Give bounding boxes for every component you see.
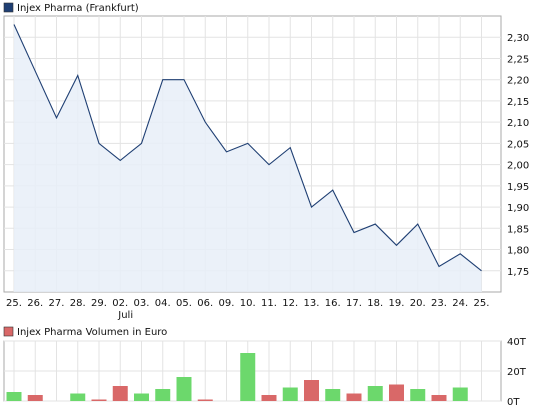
price-point-8 <box>183 78 185 80</box>
price-point-7 <box>162 78 164 80</box>
x-tick-label-12: 11. <box>261 298 277 309</box>
x-tick-label-10: 09. <box>219 298 235 309</box>
volume-bar-14 <box>304 380 319 401</box>
x-tick-label-4: 29. <box>91 298 107 309</box>
x-tick-label-9: 06. <box>197 298 213 309</box>
x-tick-label-7: 04. <box>155 298 171 309</box>
volume-bar-0 <box>6 392 22 401</box>
volume-bar-11 <box>240 353 256 401</box>
x-tick-label-21: 24. <box>452 298 468 309</box>
volume-legend-label: Injex Pharma Volumen in Euro <box>17 327 167 338</box>
price-y-tick-label-2: 2,20 <box>507 76 529 87</box>
volume-bar-6 <box>134 393 149 401</box>
x-tick-label-22: 25. <box>474 298 490 309</box>
price-y-tick-label-0: 2,30 <box>507 33 529 44</box>
price-y-ticks: 2,30 2,25 2,20 2,15 2,10 2,05 2,00 1,95 1,90 1,85… <box>507 33 529 278</box>
volume-bar-3 <box>70 393 86 401</box>
volume-bar-4 <box>91 399 107 401</box>
price-point-9 <box>204 121 206 123</box>
x-tick-label-19: 20. <box>410 298 426 309</box>
price-point-18 <box>395 244 397 246</box>
x-tick-label-8: 05. <box>176 298 192 309</box>
x-tick-label-0: 25. <box>6 298 22 309</box>
volume-y-tick-label-0: 40T <box>507 337 527 348</box>
x-tick-sublabel-5: Juli <box>117 310 133 321</box>
price-point-2 <box>55 117 57 119</box>
price-point-19 <box>417 223 419 225</box>
price-point-22 <box>480 270 482 272</box>
price-point-1 <box>34 70 36 72</box>
volume-legend-swatch <box>3 326 14 337</box>
volume-bar-5 <box>112 386 128 401</box>
volume-bar-20 <box>431 395 447 401</box>
price-legend-swatch <box>3 2 14 13</box>
volume-bar-1 <box>27 395 43 401</box>
volume-bar-18 <box>389 384 404 401</box>
price-point-0 <box>13 23 15 25</box>
volume-bar-7 <box>155 389 171 401</box>
volume-bar-21 <box>452 387 468 401</box>
price-area-fill <box>14 24 482 293</box>
price-point-6 <box>140 142 142 144</box>
volume-bar-8 <box>176 377 192 401</box>
price-point-20 <box>438 265 440 267</box>
volume-y-tick-label-2: 0T <box>507 397 520 408</box>
volume-bar-13 <box>282 387 298 401</box>
price-y-tick-label-9: 1,85 <box>507 224 529 235</box>
volume-bar-17 <box>367 386 383 401</box>
volume-bar-12 <box>261 395 277 401</box>
price-point-12 <box>268 163 270 165</box>
volume-bar-19 <box>410 389 426 401</box>
volume-bar-15 <box>325 389 341 401</box>
price-point-21 <box>459 253 461 255</box>
x-tick-label-11: 10. <box>240 298 256 309</box>
price-y-tick-label-6: 2,00 <box>507 161 529 172</box>
volume-bar-9 <box>197 399 213 401</box>
x-tick-label-14: 13. <box>304 298 320 309</box>
price-point-11 <box>247 142 249 144</box>
x-tick-label-3: 28. <box>70 298 86 309</box>
x-tick-label-2: 27. <box>49 298 65 309</box>
price-point-5 <box>119 159 121 161</box>
volume-bars <box>6 353 468 401</box>
price-legend-label: Injex Pharma (Frankfurt) <box>17 3 139 14</box>
price-y-tick-label-10: 1,80 <box>507 246 529 257</box>
price-y-tick-label-11: 1,75 <box>507 267 529 278</box>
price-point-14 <box>310 206 312 208</box>
price-point-3 <box>77 74 79 76</box>
price-y-tick-label-1: 2,25 <box>507 54 529 65</box>
price-point-4 <box>98 142 100 144</box>
price-point-10 <box>225 151 227 153</box>
price-y-tick-label-3: 2,15 <box>507 97 529 108</box>
price-y-tick-label-5: 2,05 <box>507 139 529 150</box>
x-tick-label-6: 03. <box>134 298 150 309</box>
x-tick-label-15: 16. <box>325 298 341 309</box>
x-tick-label-5: 02. <box>112 298 128 309</box>
price-y-tick-label-8: 1,90 <box>507 203 529 214</box>
price-point-15 <box>332 189 334 191</box>
price-y-tick-label-4: 2,10 <box>507 118 529 129</box>
price-y-tick-label-7: 1,95 <box>507 182 529 193</box>
price-point-16 <box>353 231 355 233</box>
x-tick-label-20: 23. <box>431 298 447 309</box>
x-tick-label-13: 12. <box>282 298 298 309</box>
x-tick-label-1: 26. <box>27 298 43 309</box>
x-tick-label-18: 19. <box>389 298 405 309</box>
price-area-layer <box>13 23 482 293</box>
price-point-17 <box>374 223 376 225</box>
volume-y-tick-label-1: 20T <box>507 367 527 378</box>
volume-y-ticks: 40T 20T 0T <box>507 337 527 408</box>
price-point-13 <box>289 146 291 148</box>
x-tick-label-16: 17. <box>346 298 362 309</box>
volume-bar-16 <box>346 393 362 401</box>
x-tick-label-17: 18. <box>367 298 383 309</box>
price-line <box>13 24 482 272</box>
